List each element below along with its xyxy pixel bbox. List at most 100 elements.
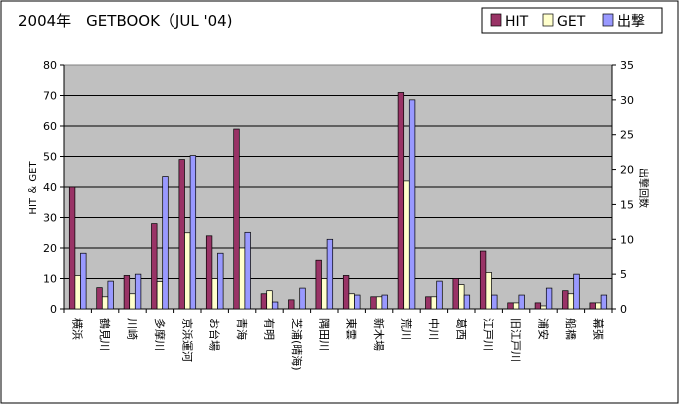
y-tick-label-right: 0 (620, 303, 627, 316)
y-axis-label-left: HIT ＆ GET (28, 161, 39, 215)
bar (260, 293, 268, 310)
bar (403, 180, 410, 310)
bar (244, 231, 251, 310)
chart-title: 2004年 GETBOOK（JUL '04) (18, 12, 233, 30)
bar (68, 186, 76, 310)
x-tick-label: 船橋 (564, 318, 578, 340)
y-tick-label-right: 25 (620, 129, 634, 142)
bar (397, 92, 405, 310)
legend: HIT GET 出撃 (481, 7, 663, 34)
bar (134, 273, 142, 310)
legend-box (481, 7, 663, 34)
bar (315, 259, 322, 310)
bar (463, 294, 471, 310)
x-tick-label: 多摩川 (153, 318, 167, 351)
bar (101, 296, 109, 310)
plot-layer: 0 10 20 30 40 50 60 70 80 0 5 10 15 20 25 30 35 横浜 鶴見川 川崎 多摩… (43, 59, 634, 371)
bar (326, 238, 334, 310)
x-tick-label: 旧江戸川 (509, 318, 522, 362)
x-tick-label: 葛西 (454, 318, 467, 340)
bar (178, 159, 185, 310)
x-tick-label: 浦安 (537, 318, 551, 340)
y-tick-label-left: 80 (43, 59, 57, 72)
x-tick-label: 東雲 (345, 318, 358, 340)
bar (485, 272, 492, 310)
bar (375, 296, 383, 310)
x-tick-label: 横浜 (71, 318, 85, 340)
bar (342, 275, 350, 310)
legend-label-get: GET (557, 14, 586, 30)
bar (430, 296, 438, 310)
bar (156, 281, 164, 310)
legend-swatch-get (542, 13, 554, 27)
x-tick-label: 京浜運河 (180, 318, 194, 362)
y-tick-label-right: 20 (620, 164, 634, 177)
bar (567, 293, 575, 310)
bar (271, 301, 279, 310)
bar (74, 275, 81, 310)
x-tick-label: 芝浦(晴海) (290, 318, 304, 371)
bar (436, 280, 443, 310)
bar (238, 247, 246, 310)
x-tick-label: 鶴見川 (98, 318, 112, 351)
bar (425, 296, 432, 310)
y-tick-label-right: 35 (620, 59, 634, 72)
bar (562, 290, 569, 310)
x-tick-label: 中川 (427, 318, 440, 340)
bar (452, 278, 459, 310)
bar (540, 305, 547, 310)
bar (408, 99, 416, 310)
bar (96, 287, 103, 310)
x-tick-label: お台場 (208, 318, 222, 351)
bar (600, 294, 608, 310)
y-tick-label-left: 60 (43, 120, 57, 133)
bar (107, 280, 114, 310)
y-tick-label-left: 50 (43, 151, 57, 164)
bar (595, 302, 602, 310)
legend-label-sortie: 出撃 (617, 14, 645, 30)
x-tick-label: 幕張 (591, 318, 605, 340)
bar (189, 155, 197, 310)
bar (534, 302, 542, 310)
y-tick-label-left: 30 (43, 212, 57, 225)
y-tick-label-right: 15 (620, 198, 634, 211)
bar (123, 275, 131, 310)
bar (491, 294, 498, 310)
bar (266, 290, 273, 310)
bar (518, 294, 525, 310)
y-tick-label-right: 10 (620, 233, 634, 246)
x-tick-label: 江戸川 (482, 318, 495, 351)
legend-swatch-sortie (602, 13, 614, 27)
bar (479, 250, 487, 310)
bar (354, 294, 361, 310)
bar (573, 273, 580, 310)
x-tick-label: 荒川 (400, 318, 413, 340)
x-tick-label: 川崎 (126, 318, 140, 340)
x-tick-label: 隅田川 (317, 318, 330, 351)
bar (545, 287, 553, 310)
bar (233, 128, 240, 310)
bar (321, 278, 328, 310)
x-tick-label: 新木場 (372, 318, 386, 351)
y-axis-label-right: 出撃回数 (637, 168, 650, 208)
y-tick-label-right: 30 (620, 94, 634, 107)
bar (211, 278, 218, 310)
bar (288, 299, 295, 310)
x-tick-label: 有明 (263, 318, 277, 340)
y-tick-label-left: 10 (43, 273, 57, 286)
bar (512, 302, 520, 310)
bar (348, 293, 355, 310)
x-tick-label: 青海 (235, 318, 249, 340)
y-tick-label-right: 5 (620, 268, 627, 281)
bar (129, 293, 136, 310)
bar (162, 176, 169, 310)
bar (370, 296, 377, 310)
y-tick-label-left: 0 (50, 303, 57, 316)
y-tick-label-left: 20 (43, 242, 57, 255)
bar (205, 235, 213, 310)
bar (151, 223, 158, 310)
bar (381, 294, 388, 310)
bar (80, 252, 87, 310)
